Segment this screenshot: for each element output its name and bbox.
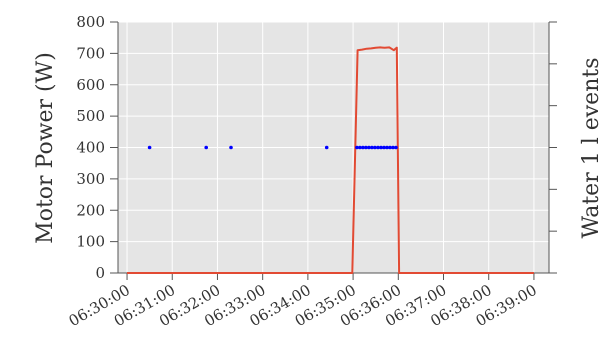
y-axis-title: Motor Power (W) — [33, 52, 58, 244]
water-event-point — [147, 145, 152, 150]
water-event-point — [388, 145, 392, 150]
water-event-point — [379, 145, 383, 150]
water-event-point — [324, 145, 329, 150]
y-tick-label: 700 — [76, 44, 105, 62]
water-event-point — [364, 145, 368, 150]
y-tick-label: 800 — [76, 13, 105, 31]
left-y-axis: 0 100 200 300 400 500 600 700 800 — [76, 13, 119, 282]
water-event-point — [391, 145, 395, 150]
right-y-axis — [548, 21, 557, 274]
right-y-axis-title: Water 1 l events — [579, 58, 604, 239]
x-axis: 06:30:0006:31:0006:32:0006:33:0006:34:00… — [66, 272, 549, 330]
y-tick-label: 500 — [76, 107, 105, 125]
grid — [118, 21, 549, 274]
y-tick-label: 400 — [76, 139, 105, 157]
water-event-point — [229, 145, 233, 150]
water-event-point — [373, 145, 377, 150]
water-event-point — [358, 145, 362, 150]
water-event-point — [385, 145, 389, 150]
y-tick-label: 100 — [76, 233, 105, 251]
y-tick-label: 200 — [76, 201, 105, 219]
water-event-point — [367, 145, 371, 150]
water-event-point — [361, 145, 365, 150]
water-event-point — [394, 145, 398, 150]
water-event-point — [376, 145, 380, 150]
water-event-point — [370, 145, 374, 150]
water-event-point — [382, 145, 386, 150]
y-tick-label: 600 — [76, 76, 105, 94]
motor-power-line — [127, 46, 534, 274]
water-event-point — [204, 145, 208, 150]
plot-marks — [127, 46, 534, 274]
y-tick-label: 0 — [95, 264, 105, 282]
water-event-point — [355, 145, 359, 150]
y-tick-label: 300 — [76, 170, 105, 188]
